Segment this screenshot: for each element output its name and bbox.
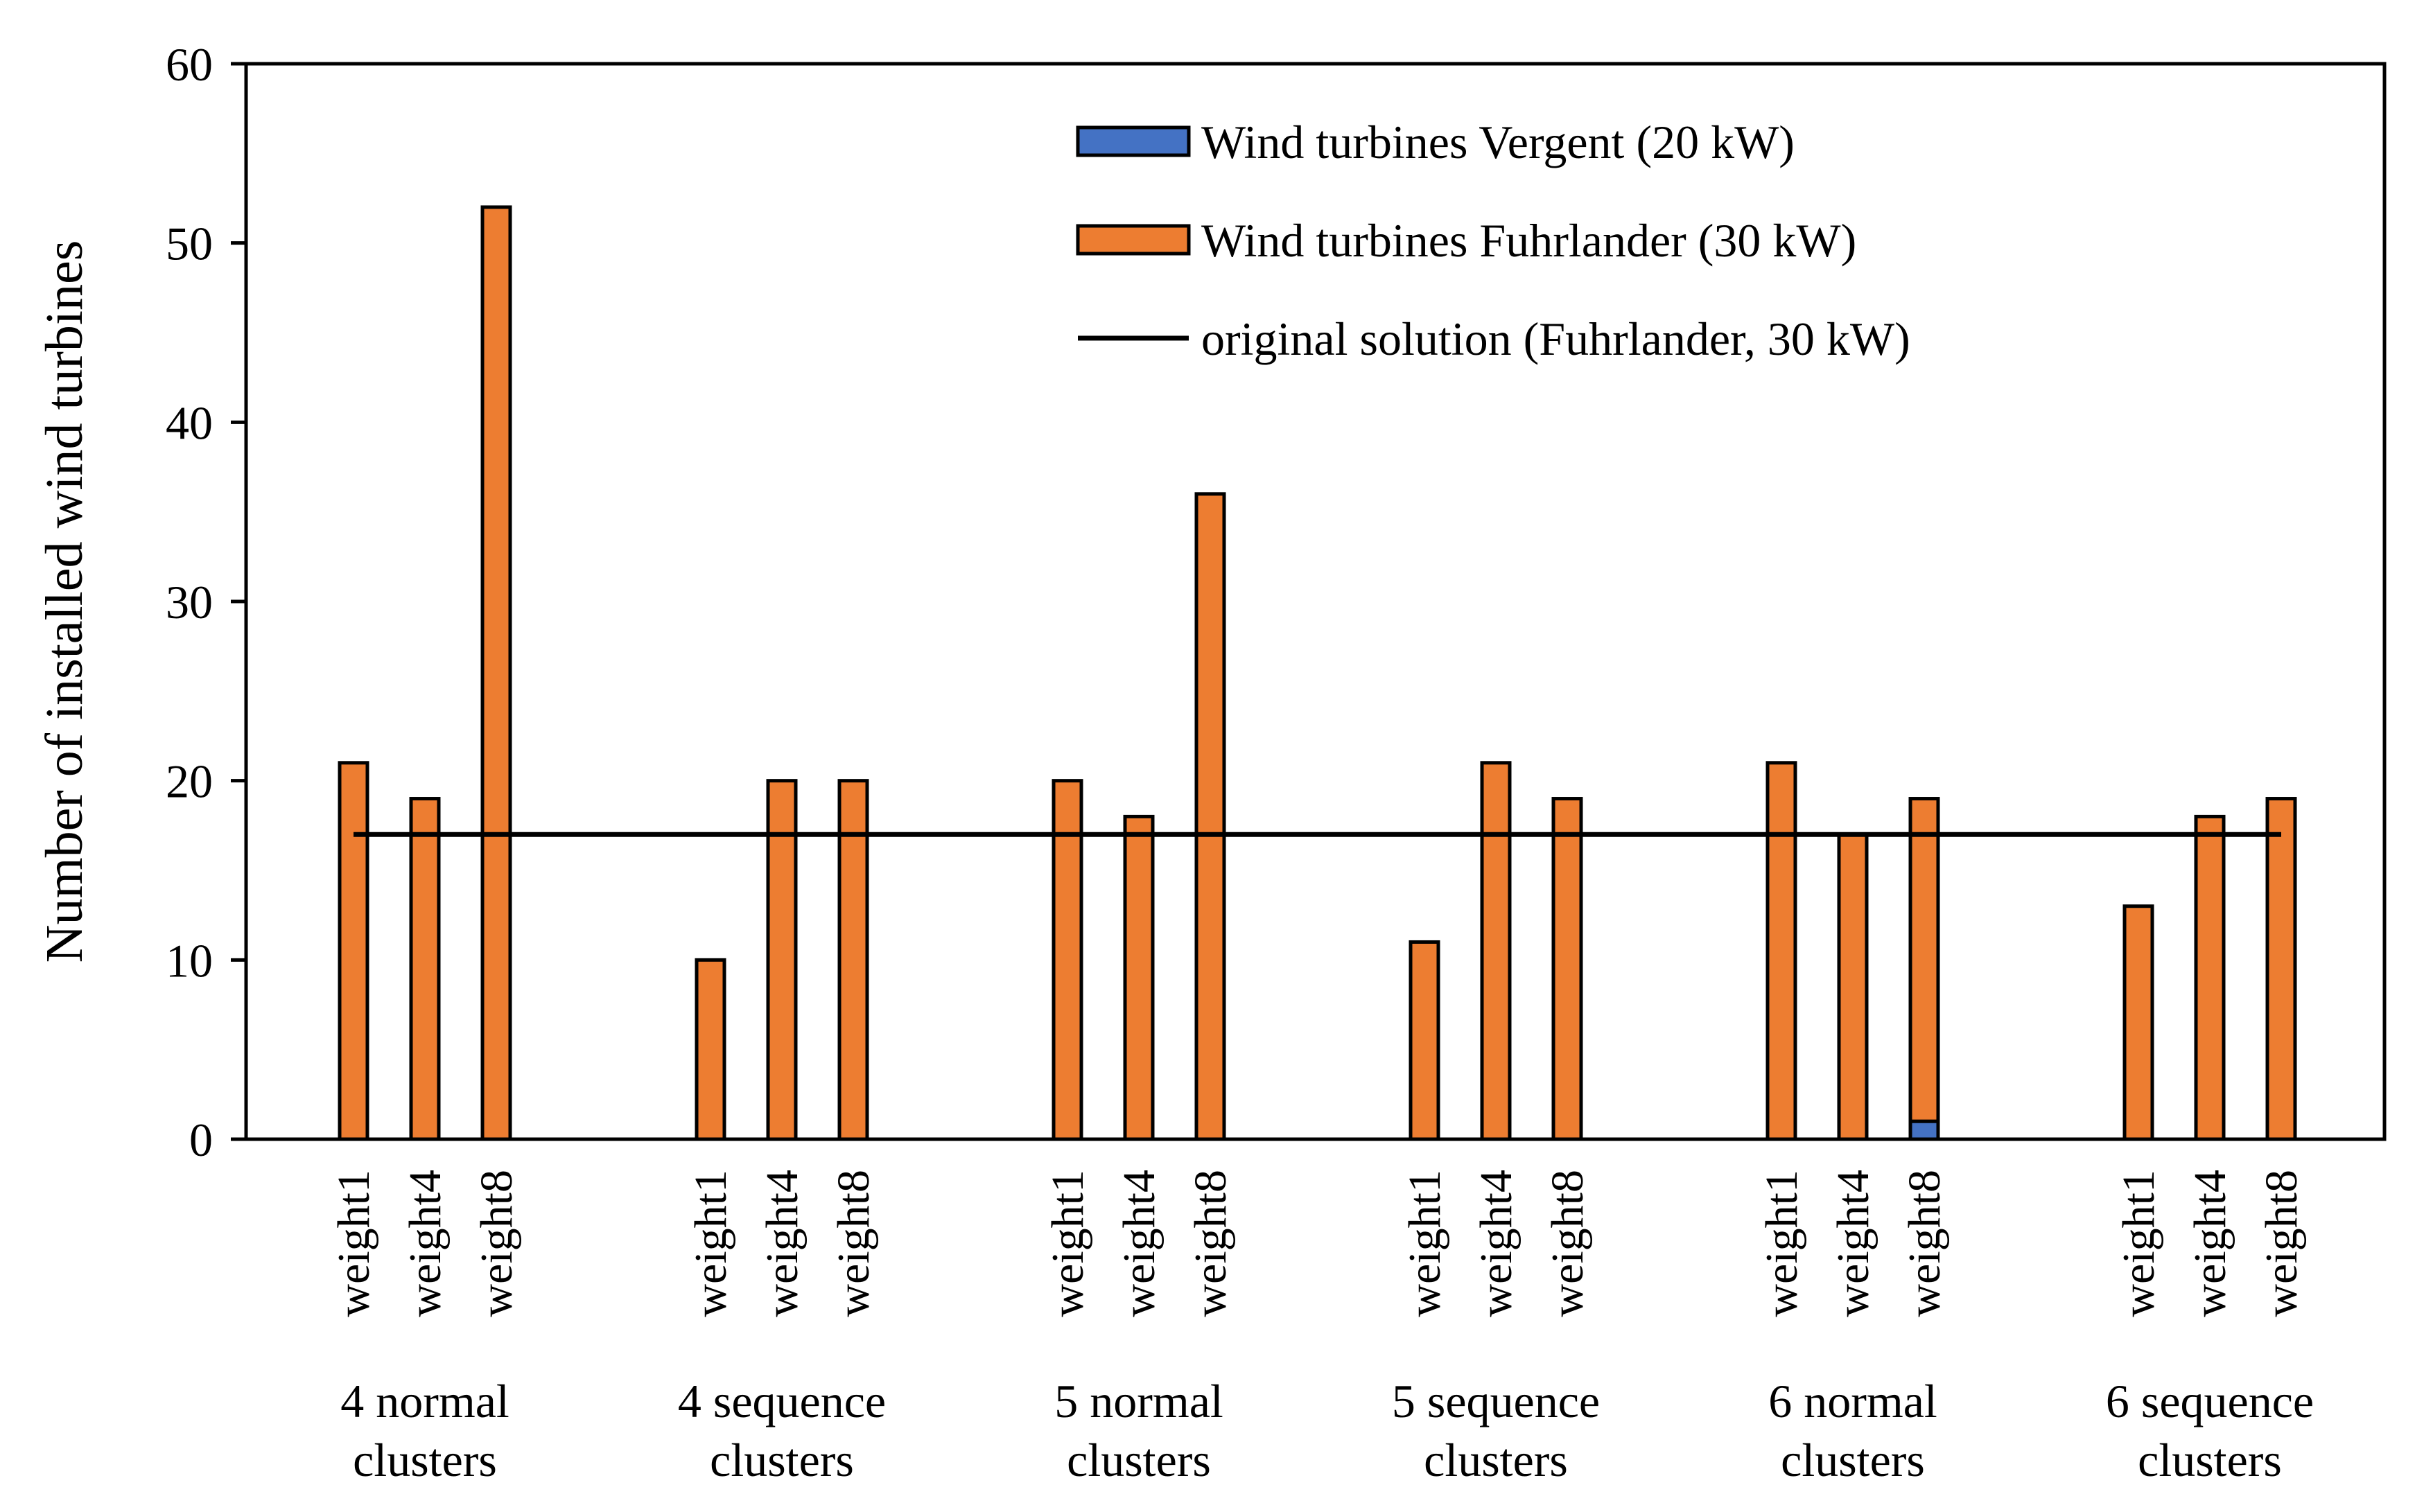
legend-swatch <box>1076 224 1191 256</box>
x-group-label-line2: clusters <box>1424 1434 1568 1486</box>
x-axis: weight1 weight4 weight8 4 normal clusters wei… <box>329 1170 2314 1486</box>
bar-fuhrlander <box>1123 814 1155 1141</box>
bar-fuhrlander <box>2265 797 2297 1141</box>
y-tick-label: 40 <box>166 396 213 449</box>
legend: Wind turbines Vergent (20 kW) Wind turbin… <box>1076 116 1910 365</box>
bar-fuhrlander <box>1480 761 1512 1141</box>
x-group-label-line1: 5 normal <box>1054 1375 1223 1427</box>
x-group-label-line1: 6 sequence <box>2106 1375 2314 1427</box>
x-category-label: weight8 <box>1185 1170 1236 1317</box>
bar-fuhrlander <box>1765 761 1797 1141</box>
legend-label: Wind turbines Fuhrlander (30 kW) <box>1201 214 1856 267</box>
x-category-label: weight8 <box>2256 1170 2307 1317</box>
x-category-label: weight1 <box>1756 1170 1807 1317</box>
bar-fuhrlander <box>837 779 869 1141</box>
x-category-label: weight4 <box>2185 1170 2235 1317</box>
y-tick-label: 30 <box>166 576 213 628</box>
bar-vergent <box>1908 1119 1940 1141</box>
x-category-label: weight4 <box>1471 1170 1521 1317</box>
x-group-label-line1: 4 normal <box>340 1375 509 1427</box>
y-axis: 0 10 20 30 40 50 60 <box>166 38 246 1166</box>
legend-label: original solution (Fuhrlander, 30 kW) <box>1201 313 1910 365</box>
x-category-label: weight4 <box>1114 1170 1165 1317</box>
bar-fuhrlander <box>1908 797 1940 1123</box>
bar-fuhrlander <box>409 797 441 1141</box>
x-category-label: weight8 <box>828 1170 879 1317</box>
x-category-label: weight4 <box>400 1170 451 1317</box>
legend-label: Wind turbines Vergent (20 kW) <box>1201 116 1795 168</box>
x-category-label: weight1 <box>686 1170 736 1317</box>
x-group-label-line2: clusters <box>353 1434 497 1486</box>
bar-fuhrlander <box>2122 904 2154 1141</box>
x-group-label-line1: 5 sequence <box>1392 1375 1600 1427</box>
bar-fuhrlander <box>480 205 512 1141</box>
x-group-label-line2: clusters <box>1067 1434 1211 1486</box>
x-group-label-line2: clusters <box>1781 1434 1925 1486</box>
x-category-label: weight4 <box>757 1170 808 1317</box>
x-category-label: weight1 <box>2113 1170 2164 1317</box>
bar-fuhrlander <box>1194 492 1226 1141</box>
y-tick-label: 10 <box>166 934 213 987</box>
bar-fuhrlander <box>1409 940 1440 1141</box>
y-axis-label: Number of installed wind turbines <box>35 240 94 963</box>
y-tick-label: 0 <box>189 1114 213 1166</box>
bar-fuhrlander <box>695 958 726 1141</box>
x-category-label: weight8 <box>1542 1170 1593 1317</box>
x-group-label-line2: clusters <box>2138 1434 2282 1486</box>
y-tick-label: 20 <box>166 755 213 808</box>
x-category-label: weight8 <box>1899 1170 1950 1317</box>
x-category-label: weight4 <box>1828 1170 1878 1317</box>
bar-fuhrlander <box>2194 814 2226 1141</box>
bar-fuhrlander <box>338 761 369 1141</box>
x-category-label: weight1 <box>1400 1170 1450 1317</box>
x-category-label: weight8 <box>471 1170 522 1317</box>
bar-fuhrlander <box>1551 797 1583 1141</box>
y-tick-label: 60 <box>166 38 213 91</box>
x-category-label: weight1 <box>329 1170 379 1317</box>
y-tick-label: 50 <box>166 218 213 270</box>
x-category-label: weight1 <box>1043 1170 1093 1317</box>
x-group-label-line1: 6 normal <box>1768 1375 1937 1427</box>
bar-fuhrlander <box>1837 832 1869 1141</box>
legend-swatch <box>1076 125 1191 157</box>
x-group-label-line1: 4 sequence <box>678 1375 886 1427</box>
x-group-label-line2: clusters <box>710 1434 854 1486</box>
